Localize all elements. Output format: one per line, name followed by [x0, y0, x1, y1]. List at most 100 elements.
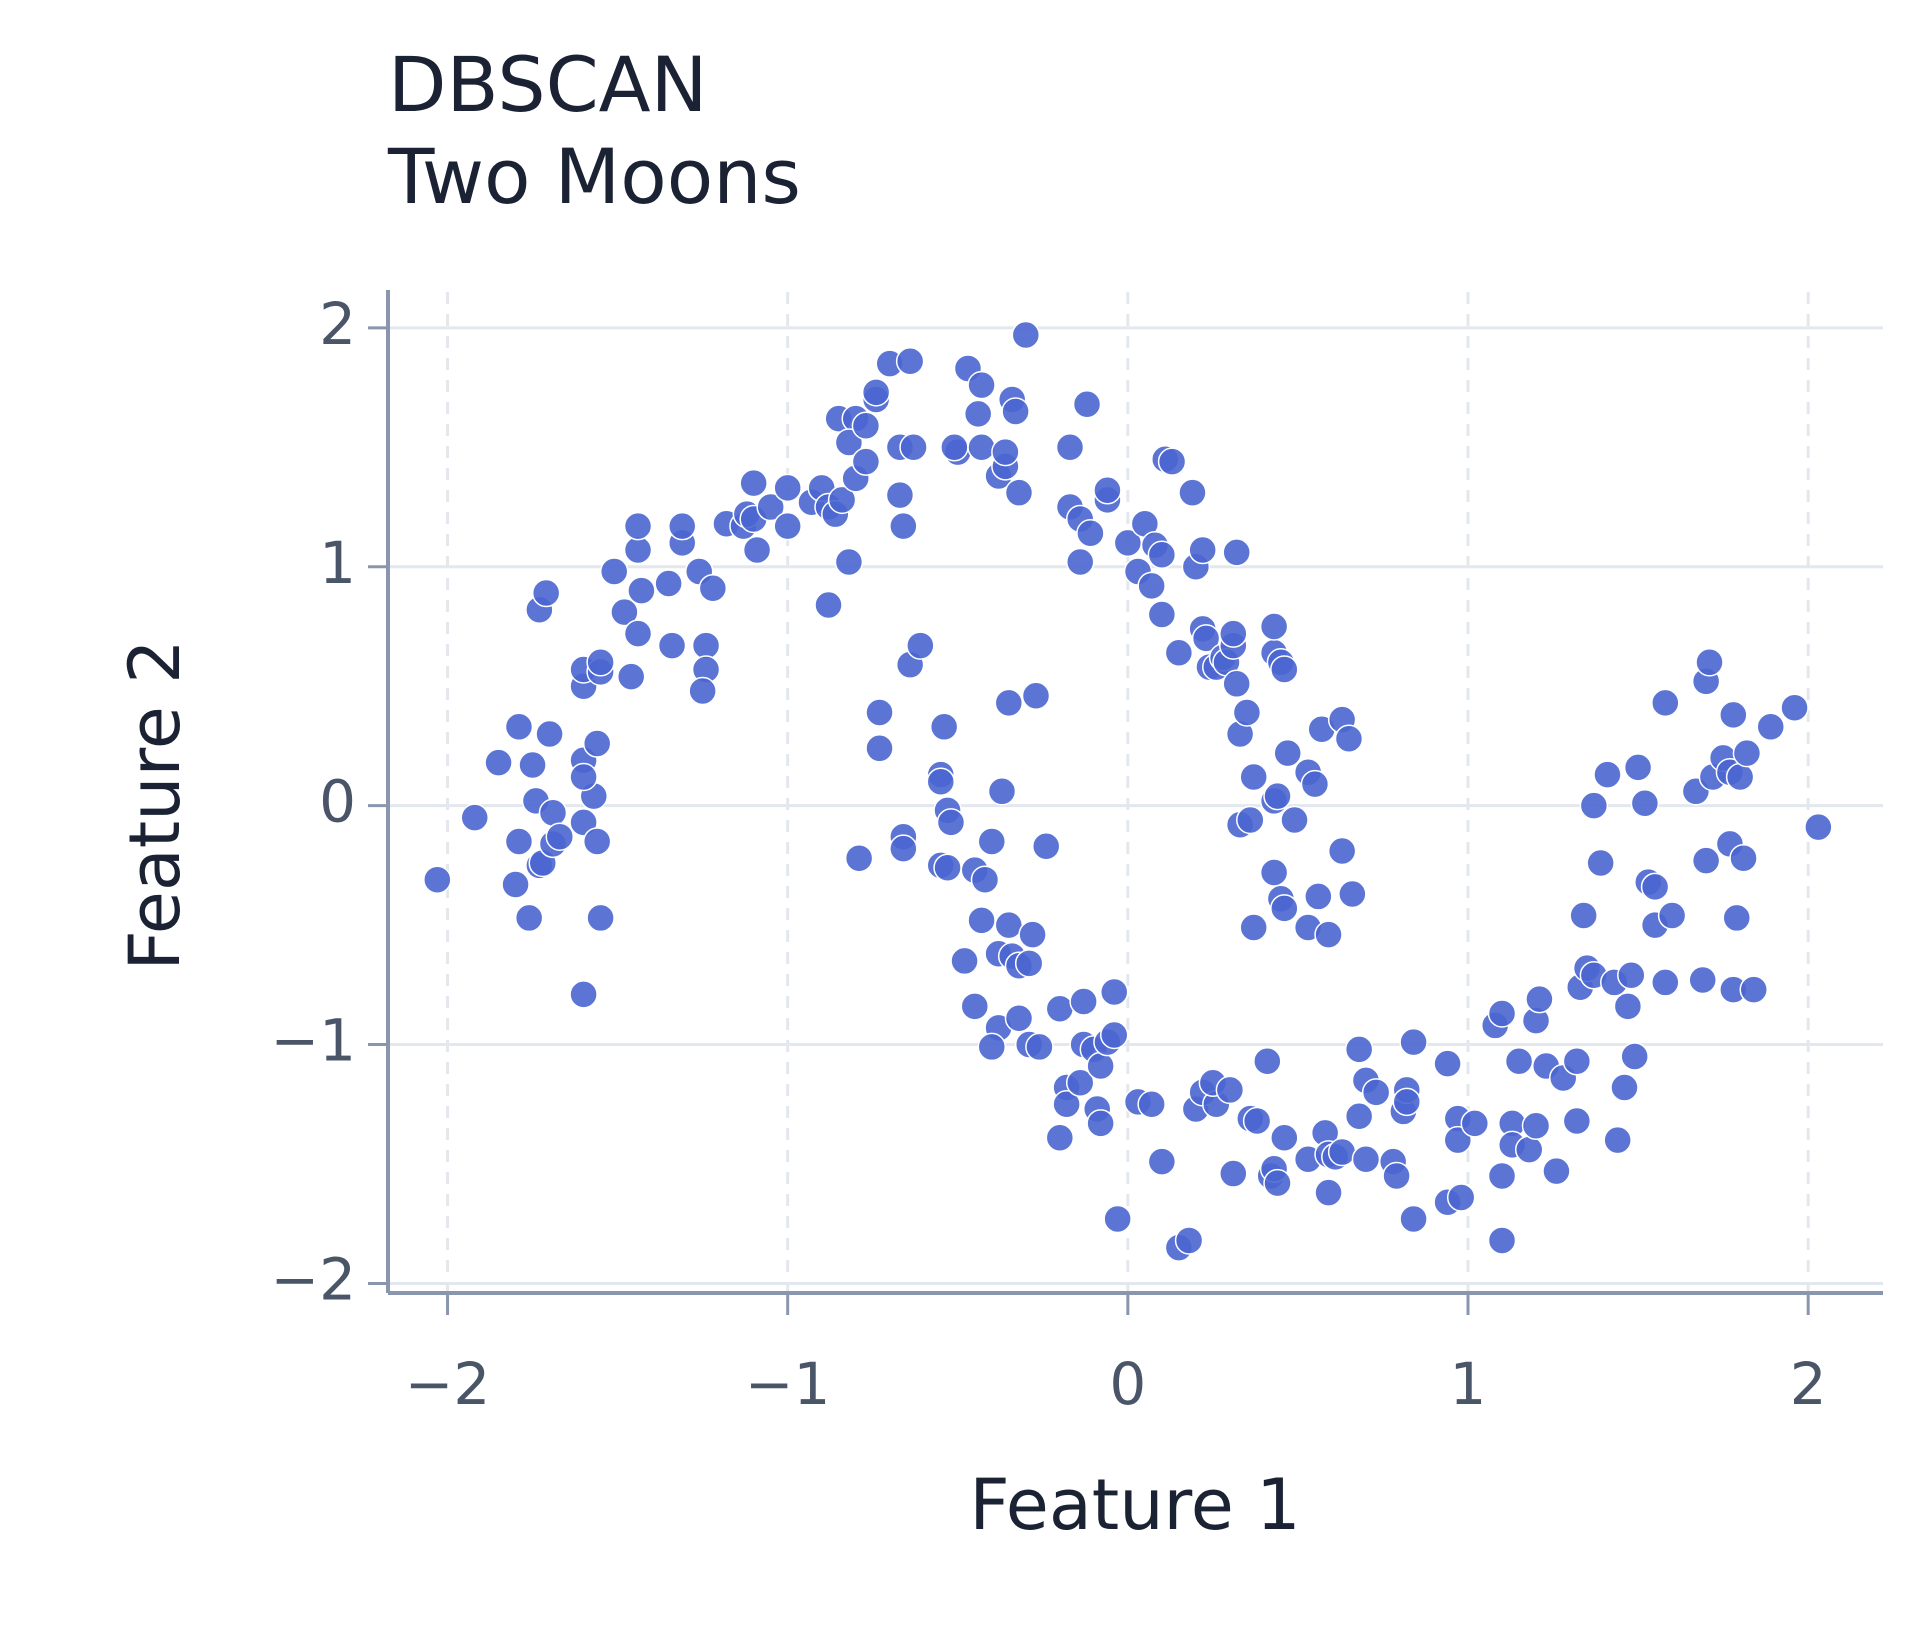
point — [1433, 1049, 1462, 1078]
point — [1242, 1106, 1272, 1136]
point — [1174, 1226, 1204, 1255]
x-tick-label: 2 — [1790, 1350, 1827, 1418]
point — [1719, 700, 1748, 730]
point — [623, 535, 653, 565]
point — [1065, 1068, 1095, 1098]
point — [967, 433, 996, 462]
point — [1487, 1161, 1517, 1191]
point — [1239, 913, 1268, 942]
y-tick-label: 2 — [319, 290, 356, 358]
point — [582, 729, 612, 758]
point — [1314, 920, 1343, 949]
point — [1164, 638, 1194, 667]
point — [970, 865, 1000, 894]
point — [889, 511, 918, 541]
point — [1025, 1032, 1054, 1062]
point — [514, 903, 544, 933]
point — [531, 578, 561, 608]
point — [1327, 836, 1357, 866]
point — [1460, 1109, 1490, 1138]
point — [1562, 1106, 1592, 1136]
point — [518, 750, 547, 780]
point — [1001, 397, 1030, 426]
point — [991, 437, 1020, 467]
point — [1069, 987, 1098, 1016]
point — [1593, 760, 1622, 789]
point — [1314, 1178, 1343, 1207]
point — [1232, 698, 1262, 727]
point — [460, 803, 489, 832]
point — [1579, 791, 1609, 820]
point — [1651, 968, 1680, 997]
point — [994, 688, 1024, 718]
point — [1076, 519, 1105, 548]
point — [1280, 805, 1309, 835]
point — [1586, 848, 1615, 878]
point — [1270, 894, 1299, 923]
point — [1045, 1123, 1075, 1152]
point — [627, 576, 656, 605]
point — [1004, 478, 1034, 507]
point — [1399, 1204, 1428, 1234]
point — [1525, 984, 1554, 1014]
point — [994, 910, 1024, 940]
point — [1562, 1047, 1592, 1076]
point — [1542, 1156, 1571, 1186]
point — [1344, 1101, 1374, 1131]
point — [535, 719, 564, 749]
point — [1222, 538, 1251, 567]
point — [1443, 1125, 1473, 1155]
point — [1270, 1123, 1299, 1152]
y-axis-label: Feature 2 — [114, 639, 196, 970]
point — [538, 798, 568, 828]
point — [616, 662, 646, 691]
point — [1031, 832, 1061, 861]
x-tick-label: −2 — [405, 1350, 491, 1418]
point — [1630, 789, 1660, 818]
point — [423, 865, 452, 894]
point — [814, 590, 843, 620]
point — [987, 777, 1017, 806]
x-tick-label: −1 — [745, 1350, 831, 1418]
point — [1263, 781, 1292, 811]
point — [657, 631, 687, 660]
point — [960, 992, 990, 1021]
point — [1725, 762, 1755, 792]
y-tick-label: 1 — [319, 529, 356, 597]
point — [1065, 547, 1095, 577]
point — [1045, 994, 1075, 1023]
point — [899, 433, 928, 462]
point — [1004, 1004, 1034, 1033]
point — [654, 569, 683, 598]
point — [1273, 738, 1302, 768]
point — [504, 712, 534, 742]
point — [851, 411, 881, 441]
point — [739, 468, 768, 498]
point — [1521, 1111, 1551, 1141]
point — [865, 734, 894, 763]
point — [545, 822, 575, 851]
point — [1236, 805, 1265, 835]
point — [773, 473, 802, 503]
point — [977, 1032, 1007, 1062]
point — [1487, 1226, 1517, 1255]
point — [1623, 753, 1653, 782]
point — [1691, 846, 1721, 875]
point — [1487, 999, 1517, 1028]
point — [1610, 1073, 1639, 1102]
point — [936, 808, 966, 837]
point — [1344, 1035, 1374, 1064]
point — [691, 631, 721, 660]
point — [1253, 1047, 1282, 1076]
x-tick-label: 0 — [1109, 1350, 1146, 1418]
point — [1657, 901, 1687, 930]
point — [1219, 619, 1248, 648]
point — [1270, 655, 1299, 684]
point — [1239, 762, 1268, 792]
point — [1617, 961, 1646, 990]
point — [977, 827, 1007, 856]
point — [885, 480, 915, 510]
point — [1147, 540, 1177, 570]
point — [1756, 712, 1785, 742]
